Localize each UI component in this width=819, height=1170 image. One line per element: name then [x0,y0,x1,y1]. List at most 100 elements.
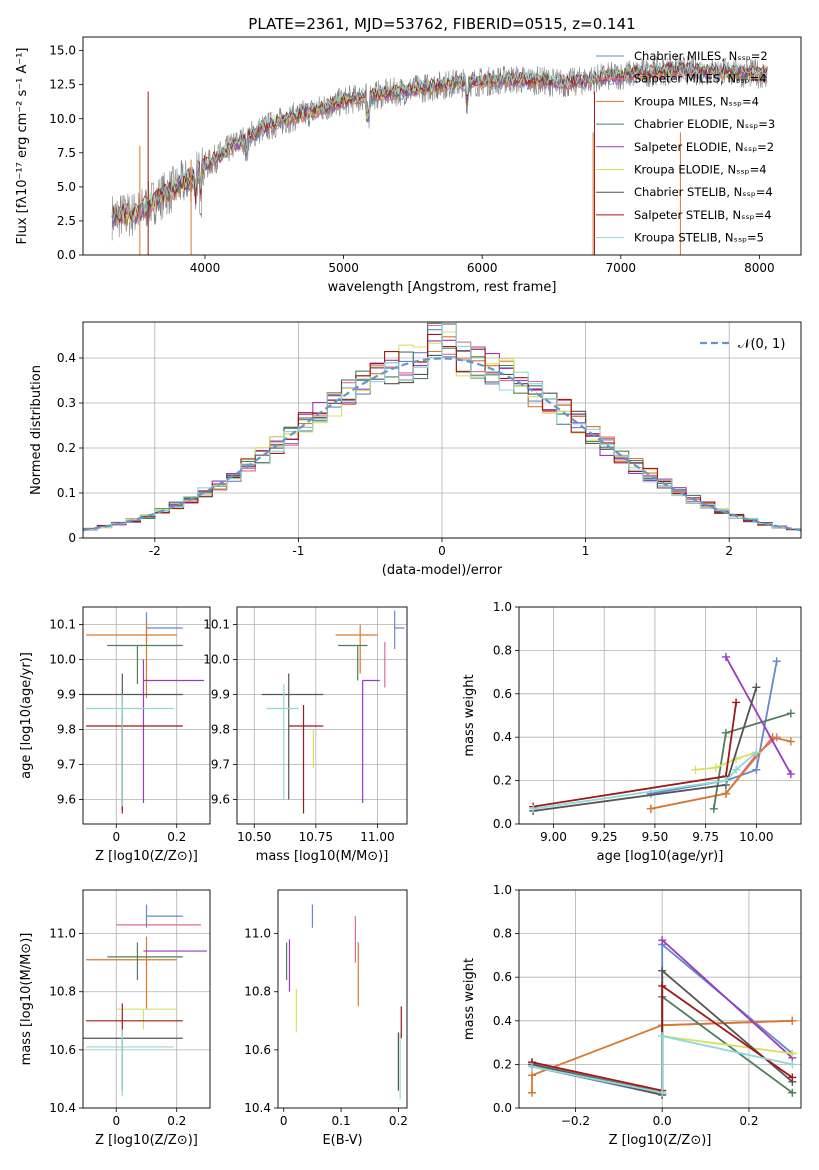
y-tick-label: 10.0 [49,653,76,667]
x-tick-label: 7000 [606,261,637,275]
mass-weight-line [531,1019,793,1093]
y-tick-label: 11.0 [244,927,271,941]
y-tick-label: 10.4 [244,1101,271,1115]
y-tick-label: 15.0 [49,44,76,58]
y-tick-label: 10.6 [49,1043,76,1057]
massweight-vs-Z-frame: −0.2 0.0 0.2 0.0 0.2 0.4 0.6 0.8 1.0 Z [log10(Z/Z… [462,883,802,1148]
mass-weight-line [725,656,792,775]
y-tick-label: 0.0 [493,1101,512,1115]
x-tick-label: 11.00 [360,830,394,844]
residuals-frame: -2 -1 0 1 2 0 0.1 0.2 0.3 0.4 (data-model)/error No… [29,321,802,578]
plus-marker [788,1060,797,1069]
x-tick-label: -2 [149,544,161,558]
legend-entry: Kroupa STELIB, Nₛₛₚ=5 [634,231,764,245]
x-tick-label: −0.2 [561,1114,590,1128]
y-axis-label: mass weight [462,958,477,1040]
y-tick-label: 2.5 [57,214,76,228]
y-tick-label: 10.1 [49,618,76,632]
mass-weight-line [650,736,778,810]
legend-entry: Kroupa ELODIE, Nₛₛₚ=4 [634,163,767,177]
residuals-axes [83,322,801,539]
plus-marker [786,770,795,779]
legend-entry: Kroupa MILES, Nₛₛₚ=4 [634,94,759,108]
x-tick-label: 6000 [467,261,498,275]
y-tick-label: 10.4 [49,1101,76,1115]
y-tick-label: 9.6 [57,793,76,807]
x-axis-label: E(B-V) [322,1133,362,1148]
x-axis-label: age [log10(age/yr)] [597,849,724,864]
y-tick-label: 7.5 [57,146,76,160]
plus-marker [709,804,718,813]
plus-marker [721,652,730,661]
mass-vs-EBV-plot-area [286,904,402,1100]
y-tick-label: 9.8 [211,723,230,737]
x-axis-label: Z [log10(Z/Z⊙)] [95,1133,198,1148]
x-tick-label: 0 [112,830,120,844]
y-tick-label: 11.0 [49,927,76,941]
plus-marker [658,1032,667,1041]
y-tick-label: 9.6 [211,793,230,807]
massweight-vs-Z-plot-area [528,936,797,1099]
y-tick-label: 1.0 [493,600,512,614]
plus-marker [658,966,667,975]
plus-marker [752,765,761,774]
mass-weight-line [531,1034,793,1094]
residual-histogram-step [83,322,801,533]
x-tick-label: 9.00 [540,830,567,844]
plus-marker [528,1071,537,1080]
x-tick-label: 2 [725,544,733,558]
x-axis-label: Z [log10(Z/Z⊙)] [609,1133,712,1148]
plus-marker [528,1062,537,1071]
x-tick-label: 9.50 [642,830,669,844]
massweight-vs-age-axes [519,606,801,825]
age-vs-Z-frame: 0 0.2 9.6 9.7 9.8 9.9 10.0 10.1 Z [log10(Z/Z⊙)] a… [19,606,211,864]
mass-weight-line [661,939,793,1059]
x-tick-label: 0 [280,1114,288,1128]
plus-marker [752,683,761,692]
mass-weight-line [695,751,757,771]
plus-marker [721,789,730,798]
y-tick-label: 9.9 [211,688,230,702]
axes-frame [236,606,408,825]
x-tick-label: 0 [438,544,446,558]
legend-entry: Salpeter STELIB, Nₛₛₚ=4 [634,208,772,222]
y-axis-label: age [log10(age/yr)] [19,652,34,779]
y-tick-label: 0.4 [493,730,512,744]
plus-marker [658,981,667,990]
mass-vs-Z-plot-area [83,904,207,1097]
x-tick-label: 8000 [744,261,775,275]
y-axis-label: Normed distribution [29,365,44,495]
y-tick-label: 9.7 [211,758,230,772]
y-tick-label: 9.8 [57,723,76,737]
axes-frame [82,606,211,825]
age-vs-mass-plot-area [261,610,405,814]
y-tick-label: 10.8 [49,985,76,999]
y-tick-label: 9.7 [57,758,76,772]
plus-marker [786,737,795,746]
legend-entry: Salpeter MILES, Nₛₛₚ=4 [634,72,767,86]
plus-marker [788,1073,797,1082]
y-tick-label: 0.6 [493,687,512,701]
y-tick-label: 5.0 [57,180,76,194]
legend-entry: Salpeter ELODIE, Nₛₛₚ=2 [634,140,774,154]
mass-vs-EBV-axes [286,904,402,1100]
plus-marker [788,1088,797,1097]
plus-marker [721,776,730,785]
mass-weight-line [533,751,757,810]
y-axis-label: Flux [fλ10⁻¹⁷ erg cm⁻² s⁻¹ A⁻¹] [15,48,30,245]
y-tick-label: 0.2 [57,441,76,455]
plus-marker [786,709,795,718]
x-tick-label: 0.1 [332,1114,351,1128]
y-tick-label: 0.0 [57,248,76,262]
residuals-plot-area [83,322,801,533]
y-tick-label: 0.2 [493,774,512,788]
age-vs-mass-frame: 10.50 10.75 11.00 9.6 9.7 9.8 9.9 10.0 10.1 mass … [203,606,408,864]
x-axis-label: wavelength [Angstrom, rest frame] [328,280,557,295]
x-tick-label: 9.25 [591,830,618,844]
x-tick-label: 0.0 [653,1114,672,1128]
y-tick-label: 0.4 [57,351,76,365]
y-tick-label: 0.6 [493,970,512,984]
x-tick-label: 0.2 [739,1114,758,1128]
plus-marker [788,1049,797,1058]
